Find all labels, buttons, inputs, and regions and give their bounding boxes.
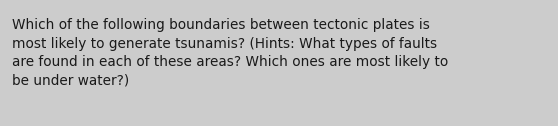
- Text: Which of the following boundaries between tectonic plates is
most likely to gene: Which of the following boundaries betwee…: [12, 18, 448, 88]
